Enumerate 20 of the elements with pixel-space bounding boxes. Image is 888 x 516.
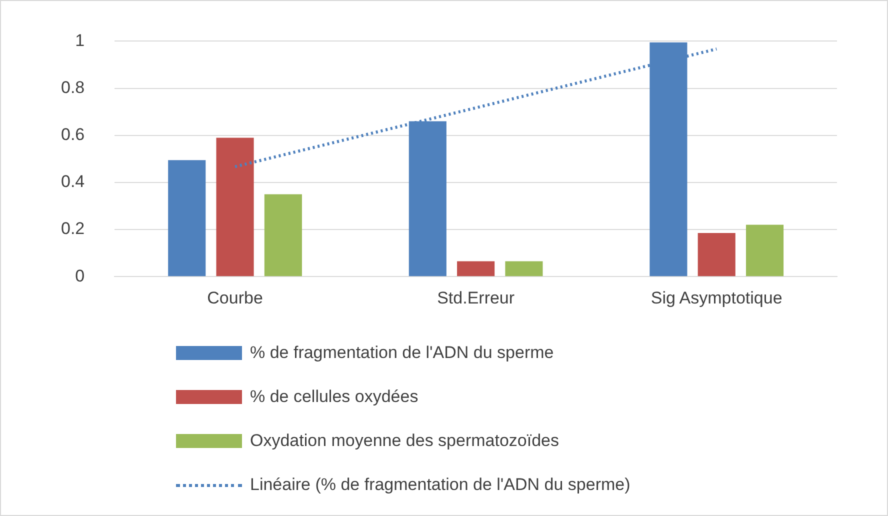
bar bbox=[746, 224, 784, 276]
y-tick-label: 1 bbox=[75, 30, 85, 50]
bar bbox=[264, 194, 302, 276]
legend-label: Linéaire (% de fragmentation de l'ADN du sperme) bbox=[250, 475, 630, 495]
y-tick-label: 0.6 bbox=[60, 125, 85, 144]
x-tick-label: Sig Asymptotique bbox=[650, 288, 782, 308]
legend-label: Oxydation moyenne des spermatozoïdes bbox=[250, 431, 560, 451]
x-tick-label: Courbe bbox=[207, 288, 263, 308]
y-tick-label: 0.4 bbox=[60, 172, 85, 192]
bar bbox=[168, 160, 206, 276]
bar bbox=[505, 261, 543, 276]
y-tick-label: 0.8 bbox=[60, 78, 85, 97]
y-tick-label: 0.2 bbox=[60, 219, 85, 238]
bar bbox=[698, 233, 736, 276]
x-tick-label: Std.Erreur bbox=[437, 288, 515, 308]
y-tick-label: 0 bbox=[75, 266, 85, 286]
bar bbox=[457, 261, 495, 276]
legend-label: % de fragmentation de l'ADN du sperme bbox=[250, 343, 554, 363]
legend-label: % de cellules oxydées bbox=[250, 387, 418, 407]
bar bbox=[216, 138, 254, 276]
